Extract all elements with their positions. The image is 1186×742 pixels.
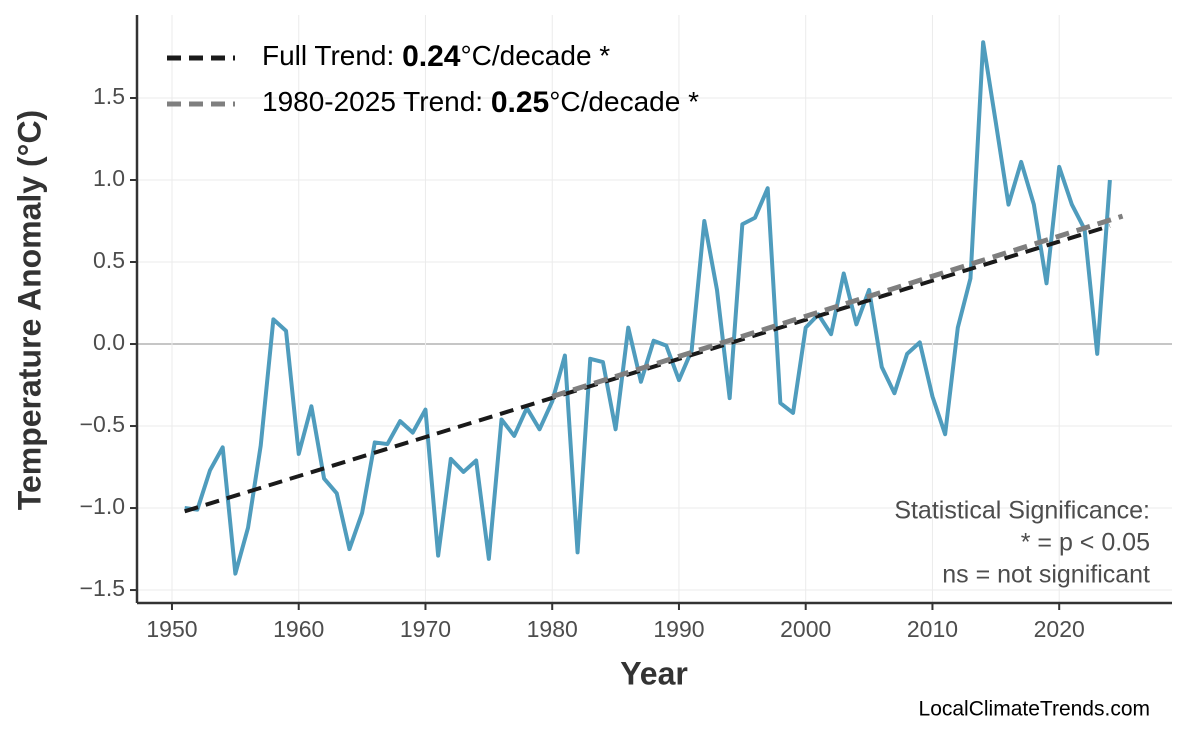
x-tick-label: 1960	[273, 616, 324, 642]
y-tick-label: −1.0	[80, 493, 125, 519]
legend-name: Full Trend:	[262, 40, 394, 71]
legend-unit: °C/decade *	[460, 40, 610, 71]
x-tick-label: 1990	[653, 616, 704, 642]
annotation: Statistical Significance:	[894, 497, 1150, 525]
legend-unit: °C/decade *	[549, 86, 699, 117]
annotation: * = p < 0.05	[1021, 529, 1150, 557]
y-tick-label: 0.0	[93, 329, 125, 355]
annotation: ns = not significant	[942, 561, 1150, 589]
x-tick-label: 1980	[527, 616, 578, 642]
x-tick-label: 1970	[400, 616, 451, 642]
legend-name: 1980-2025 Trend:	[262, 86, 483, 117]
x-axis-title: Year	[620, 655, 688, 691]
x-tick-label: 2010	[907, 616, 958, 642]
legend-value: 0.24	[402, 40, 461, 73]
legend-label: Full Trend: 0.24°C/decade *	[262, 40, 610, 73]
y-tick-label: −1.5	[80, 575, 125, 601]
x-tick-label: 1950	[146, 616, 197, 642]
x-tick-label: 2020	[1034, 616, 1085, 642]
y-tick-label: −0.5	[80, 411, 125, 437]
x-tick-label: 2000	[780, 616, 831, 642]
legend-value: 0.25	[491, 86, 549, 119]
y-axis-title: Temperature Anomaly (°C)	[11, 110, 47, 510]
y-tick-label: 0.5	[93, 247, 125, 273]
legend-label: 1980-2025 Trend: 0.25°C/decade *	[262, 86, 699, 119]
y-tick-label: 1.5	[93, 83, 125, 109]
data-line	[184, 40, 1112, 576]
trend-line	[551, 213, 1124, 399]
source: LocalClimateTrends.com	[919, 698, 1150, 721]
y-tick-label: 1.0	[93, 165, 125, 191]
